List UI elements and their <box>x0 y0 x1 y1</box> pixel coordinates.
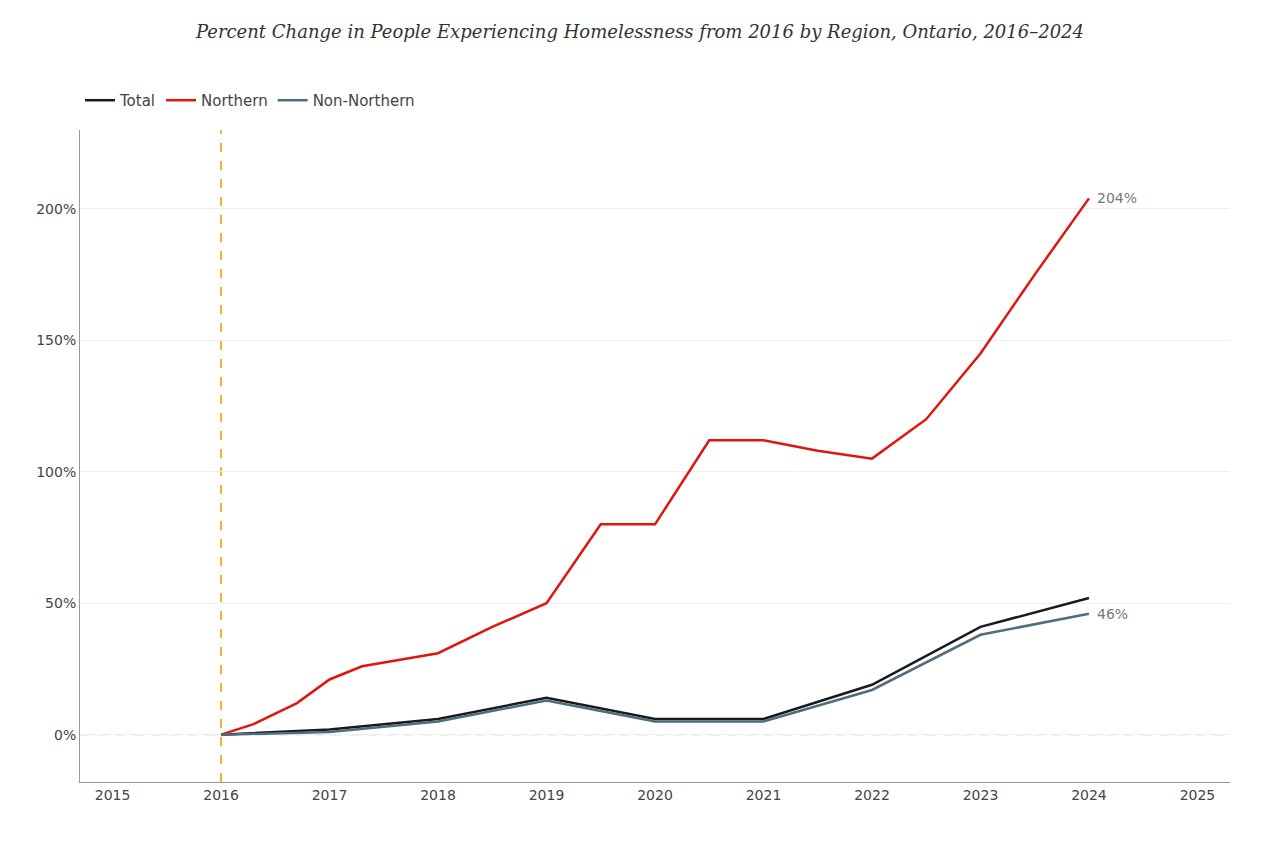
svg-text:2020: 2020 <box>637 787 673 803</box>
svg-text:204%: 204% <box>1097 190 1137 206</box>
svg-text:2021: 2021 <box>746 787 782 803</box>
svg-text:Total: Total <box>119 92 155 110</box>
svg-text:200%: 200% <box>36 201 76 217</box>
svg-text:2017: 2017 <box>312 787 348 803</box>
svg-text:0%: 0% <box>54 727 76 743</box>
svg-text:2024: 2024 <box>1071 787 1107 803</box>
svg-text:Northern: Northern <box>201 92 268 110</box>
svg-text:2019: 2019 <box>529 787 565 803</box>
svg-text:46%: 46% <box>1097 606 1128 622</box>
svg-text:Non-Northern: Non-Northern <box>313 92 415 110</box>
svg-text:Percent Change in People Exper: Percent Change in People Experiencing Ho… <box>195 21 1084 42</box>
svg-text:2023: 2023 <box>963 787 999 803</box>
svg-text:2018: 2018 <box>420 787 456 803</box>
svg-text:2015: 2015 <box>95 787 131 803</box>
svg-text:50%: 50% <box>45 595 76 611</box>
svg-text:2022: 2022 <box>854 787 890 803</box>
svg-text:100%: 100% <box>36 464 76 480</box>
svg-text:150%: 150% <box>36 332 76 348</box>
svg-text:2016: 2016 <box>203 787 239 803</box>
svg-text:2025: 2025 <box>1180 787 1216 803</box>
